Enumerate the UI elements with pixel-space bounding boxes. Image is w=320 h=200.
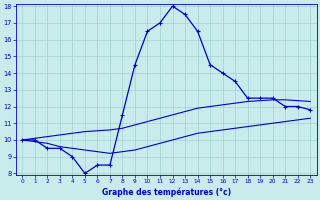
X-axis label: Graphe des températures (°c): Graphe des températures (°c)	[102, 187, 231, 197]
